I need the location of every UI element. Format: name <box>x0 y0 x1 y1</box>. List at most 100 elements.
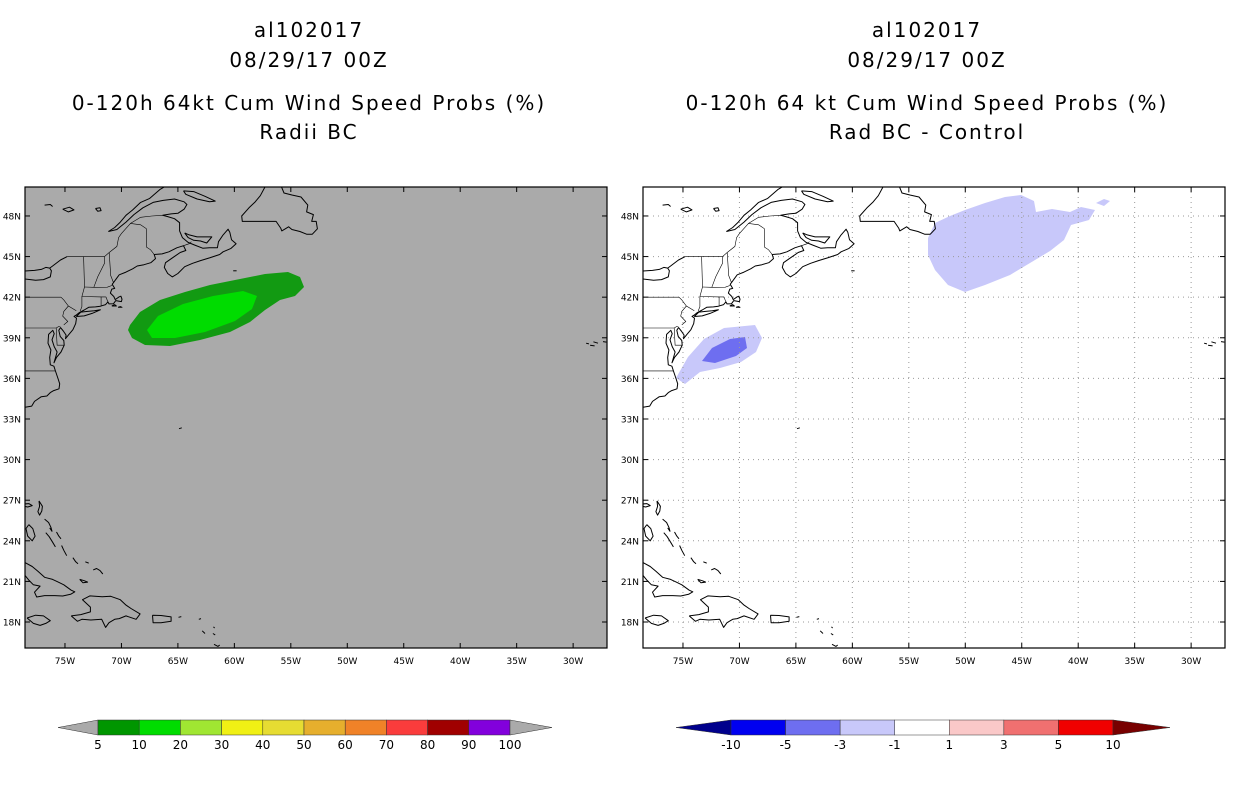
left-map-content <box>25 187 607 647</box>
left-coastline <box>198 618 202 620</box>
right-colorbar-segment <box>894 719 950 736</box>
right-diff-area-minus5-minus3 <box>702 337 747 363</box>
right-lat-label: 33N <box>621 415 639 425</box>
right-colorbar-segment <box>730 719 786 736</box>
left-colorbar-segment <box>262 719 305 736</box>
left-coastline <box>590 344 595 347</box>
left-coastline <box>44 204 53 207</box>
left-lon-label: 50W <box>337 657 357 667</box>
right-coastline <box>819 630 824 634</box>
right-diff-area-minus3-minus1-ne <box>928 195 1095 292</box>
left-coastline <box>79 578 89 584</box>
left-lat-label: 30N <box>3 456 21 466</box>
left-coastline <box>25 256 68 281</box>
left-colorbar-segment <box>468 719 511 736</box>
left-colorbar-label: 10 <box>132 738 147 752</box>
left-colorbar-label: 50 <box>296 738 311 752</box>
right-coastline <box>688 595 759 628</box>
left-panel-titles: al102017 08/29/17 00Z 0-120h 64kt Cum Wi… <box>0 0 618 150</box>
right-colorbar-segment <box>1003 719 1059 736</box>
left-colorbar-segment <box>97 719 140 736</box>
left-colorbar-label: 40 <box>255 738 270 752</box>
left-coastline <box>593 341 599 344</box>
right-map-content <box>643 187 1225 648</box>
right-colorbar-label: 10 <box>1105 738 1120 752</box>
right-lon-label: 65W <box>786 657 806 667</box>
right-state-border <box>685 252 728 257</box>
right-map-frame <box>642 186 1226 649</box>
left-coastline <box>62 206 75 213</box>
left-coastline <box>585 342 590 345</box>
right-state-border <box>702 285 731 288</box>
left-lon-label: 75W <box>55 657 75 667</box>
left-lon-label: 40W <box>450 657 470 667</box>
left-colorbar-under-triangle <box>57 719 99 736</box>
left-coastline <box>95 207 102 212</box>
right-subtitle: Rad BC - Control <box>828 120 1026 144</box>
right-state-border <box>727 223 773 255</box>
left-colorbar-segment <box>344 719 387 736</box>
left-lat-label: 21N <box>3 578 21 588</box>
right-colorbar-label: -1 <box>889 738 901 752</box>
right-coastline <box>693 309 719 317</box>
right-coastline <box>680 206 693 213</box>
right-state-border <box>711 256 723 288</box>
right-coastline <box>643 256 686 281</box>
right-coastline <box>662 518 671 532</box>
right-coastline <box>831 643 839 647</box>
left-coastline <box>56 531 62 540</box>
left-state-border <box>108 252 114 283</box>
left-colorbar-segment <box>180 719 222 736</box>
right-coastline <box>663 532 674 548</box>
right-coastline <box>802 232 831 244</box>
right-coastline <box>643 562 694 598</box>
right-state-border <box>726 252 732 283</box>
right-coastline <box>1203 342 1208 345</box>
left-colorbar-label: 60 <box>338 738 353 752</box>
left-colorbar-segment <box>303 719 346 736</box>
right-coastline <box>644 614 669 626</box>
left-lon-label: 55W <box>281 657 301 667</box>
left-coastline <box>117 306 123 308</box>
right-lon-label: 55W <box>899 657 919 667</box>
right-coastline <box>713 207 720 212</box>
right-lat-label: 42N <box>621 294 639 304</box>
right-coastline <box>690 557 697 565</box>
left-map-background <box>25 187 607 648</box>
right-coastline <box>1208 344 1213 347</box>
left-lon-label: 60W <box>224 657 244 667</box>
left-colorbar-label: 90 <box>461 738 476 752</box>
right-colorbar-segment <box>839 719 895 736</box>
right-lat-label: 45N <box>621 253 639 263</box>
left-state-border <box>130 215 163 224</box>
right-colorbar-label: 1 <box>945 738 953 752</box>
left-colorbar-segment <box>427 719 470 736</box>
left-coastline <box>184 232 213 244</box>
right-coastline <box>859 187 936 235</box>
right-lat-label: 24N <box>621 537 639 547</box>
left-coastline <box>178 427 182 430</box>
right-coastline <box>643 266 668 272</box>
left-storm-id: al102017 <box>253 18 365 42</box>
right-coastline <box>674 531 680 540</box>
right-lat-label: 27N <box>621 497 639 507</box>
right-state-border <box>673 327 683 346</box>
left-state-border <box>93 256 105 288</box>
left-lat-label: 18N <box>3 619 21 629</box>
left-map-frame <box>24 186 608 649</box>
left-lat-label: 48N <box>3 212 21 222</box>
left-colorbar-label: 30 <box>214 738 229 752</box>
right-lat-label: 48N <box>621 212 639 222</box>
right-storm-id: al102017 <box>871 18 983 42</box>
right-colorbar-label: -10 <box>721 738 741 752</box>
right-coastline <box>1220 341 1225 343</box>
left-state-border <box>56 326 61 329</box>
right-colorbar-segment <box>949 719 1005 736</box>
left-coastline <box>602 341 607 343</box>
left-state-border <box>183 241 192 246</box>
left-lat-label: 45N <box>3 253 21 263</box>
right-colorbar-label: -3 <box>834 738 846 752</box>
left-lon-label: 65W <box>168 657 188 667</box>
left-coastline <box>93 568 104 575</box>
left-coastline <box>183 190 216 203</box>
